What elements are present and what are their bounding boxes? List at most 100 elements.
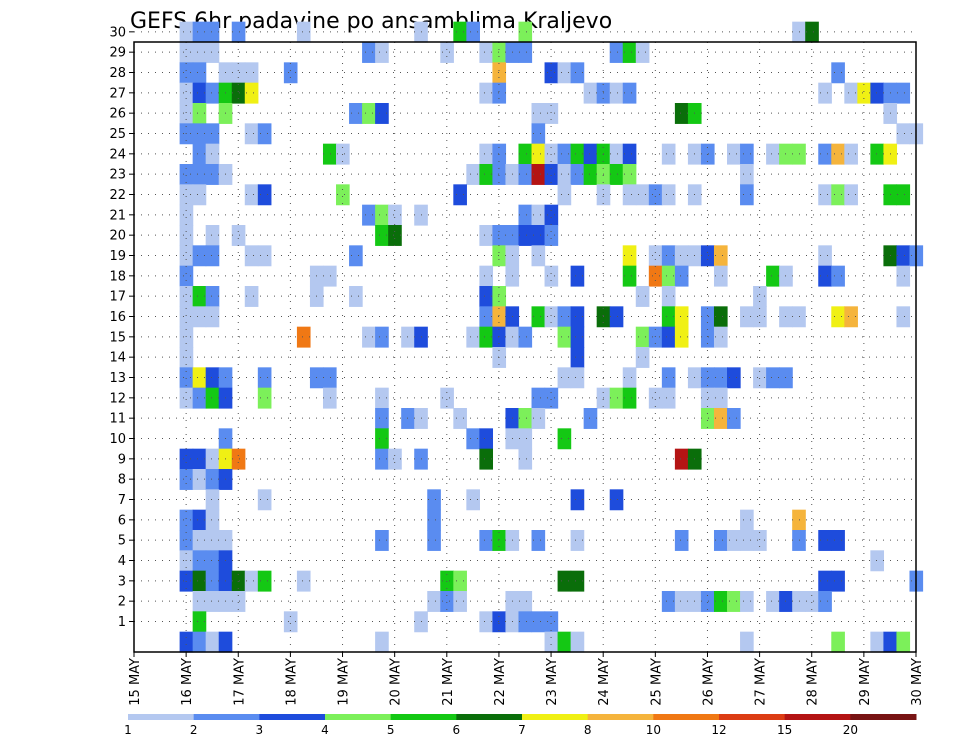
precip-cell <box>557 143 572 165</box>
precip-cell <box>179 42 194 63</box>
precip-cell <box>635 42 650 63</box>
colorbar-label: 4 <box>321 723 329 737</box>
colorbar-label: 1 <box>124 723 132 737</box>
y-axis: 1234567891011121314151617181920212223242… <box>109 25 134 630</box>
precip-cell <box>388 448 402 470</box>
x-tick-label: 28 MAY <box>806 658 821 706</box>
precip-cell <box>570 306 585 328</box>
precip-cell <box>492 611 507 633</box>
precip-cell <box>557 428 572 450</box>
precip-cell <box>844 306 858 328</box>
precip-cell <box>727 143 741 165</box>
precip-cell <box>661 265 676 287</box>
y-tick-label: 21 <box>109 208 126 223</box>
colorbar-swatch <box>456 714 523 720</box>
y-tick-label: 26 <box>109 107 126 122</box>
y-tick-label: 2 <box>118 595 126 610</box>
precip-cell <box>622 387 637 409</box>
precip-cell <box>362 42 376 63</box>
precip-cell <box>674 326 689 348</box>
precip-cell <box>700 591 715 612</box>
x-axis: 15 MAY 16 MAY 17 MAY 18 MAY 19 MAY 20 MAY 21 M… <box>128 652 925 706</box>
precip-cell <box>427 509 441 531</box>
x-tick-label: 15 MAY <box>128 658 143 706</box>
precip-cell <box>375 225 389 246</box>
y-tick-label: 6 <box>118 513 126 528</box>
precip-cell <box>179 62 194 84</box>
precip-cell <box>205 306 220 328</box>
precip-cell <box>179 326 194 348</box>
precip-cell <box>713 245 728 267</box>
precip-cell <box>831 265 845 287</box>
precip-cell <box>518 143 533 165</box>
precip-cell <box>674 591 689 612</box>
precip-cell <box>375 103 389 124</box>
precip-cell <box>570 326 585 348</box>
x-tick-label: 24 MAY <box>597 658 612 706</box>
precip-cell <box>244 123 259 145</box>
precip-cell <box>192 123 207 145</box>
precip-cell <box>609 82 624 104</box>
precip-cell <box>192 550 207 572</box>
precip-cell <box>231 21 246 43</box>
colorbar-swatch <box>850 714 917 720</box>
precip-cell <box>531 530 546 551</box>
precip-cell <box>205 448 220 470</box>
precip-cell <box>753 306 767 328</box>
precip-cell <box>544 306 559 328</box>
precip-cell <box>179 245 194 267</box>
y-tick-label: 4 <box>118 554 126 569</box>
precip-cell <box>570 530 585 551</box>
precip-cell <box>831 306 845 328</box>
precip-cell <box>831 184 845 206</box>
precip-cell <box>674 103 689 124</box>
precip-cell <box>205 21 220 43</box>
precip-cell <box>766 265 780 287</box>
precip-cell <box>831 143 845 165</box>
precip-cell <box>205 82 220 104</box>
precip-cell <box>544 225 559 246</box>
precip-cell <box>440 591 454 612</box>
precip-cell <box>583 408 598 429</box>
precip-cell <box>192 286 207 307</box>
precip-cell <box>179 387 194 409</box>
precip-cell <box>192 62 207 84</box>
precip-cell <box>713 265 728 287</box>
precip-cell <box>570 631 585 653</box>
precip-cell <box>375 387 389 409</box>
precip-cell <box>362 326 376 348</box>
precip-cell <box>479 286 494 307</box>
colorbar-legend: 1 2 3 4 5 6 7 8 10 12 15 20 <box>124 714 917 737</box>
precip-cell <box>896 631 911 653</box>
precip-cell <box>635 286 650 307</box>
colorbar-label: 7 <box>518 723 526 737</box>
precip-cell <box>740 591 754 612</box>
colorbar-swatch <box>128 714 195 720</box>
colorbar-label: 2 <box>190 723 198 737</box>
precip-cell <box>453 591 467 612</box>
precip-cell <box>792 21 806 43</box>
precip-cell <box>544 611 559 633</box>
precip-cell <box>179 631 194 653</box>
precip-cell <box>205 591 220 612</box>
precip-cell <box>700 387 715 409</box>
x-tick-label: 22 MAY <box>493 658 508 706</box>
precip-cell <box>792 143 806 165</box>
colorbar-swatch <box>390 714 457 720</box>
y-tick-label: 12 <box>109 391 126 406</box>
precip-cell <box>375 326 389 348</box>
precip-cell <box>583 82 598 104</box>
precip-cell <box>205 245 220 267</box>
precip-cell <box>205 550 220 572</box>
precip-cell <box>453 184 467 206</box>
precip-cell <box>557 326 572 348</box>
precip-cell <box>205 469 220 490</box>
precip-cell <box>492 82 507 104</box>
precip-cell <box>570 367 585 389</box>
precip-cell <box>244 184 259 206</box>
precip-cell <box>622 367 637 389</box>
precip-cell <box>570 143 585 165</box>
precip-cell <box>583 164 598 185</box>
precip-cell <box>661 306 676 328</box>
